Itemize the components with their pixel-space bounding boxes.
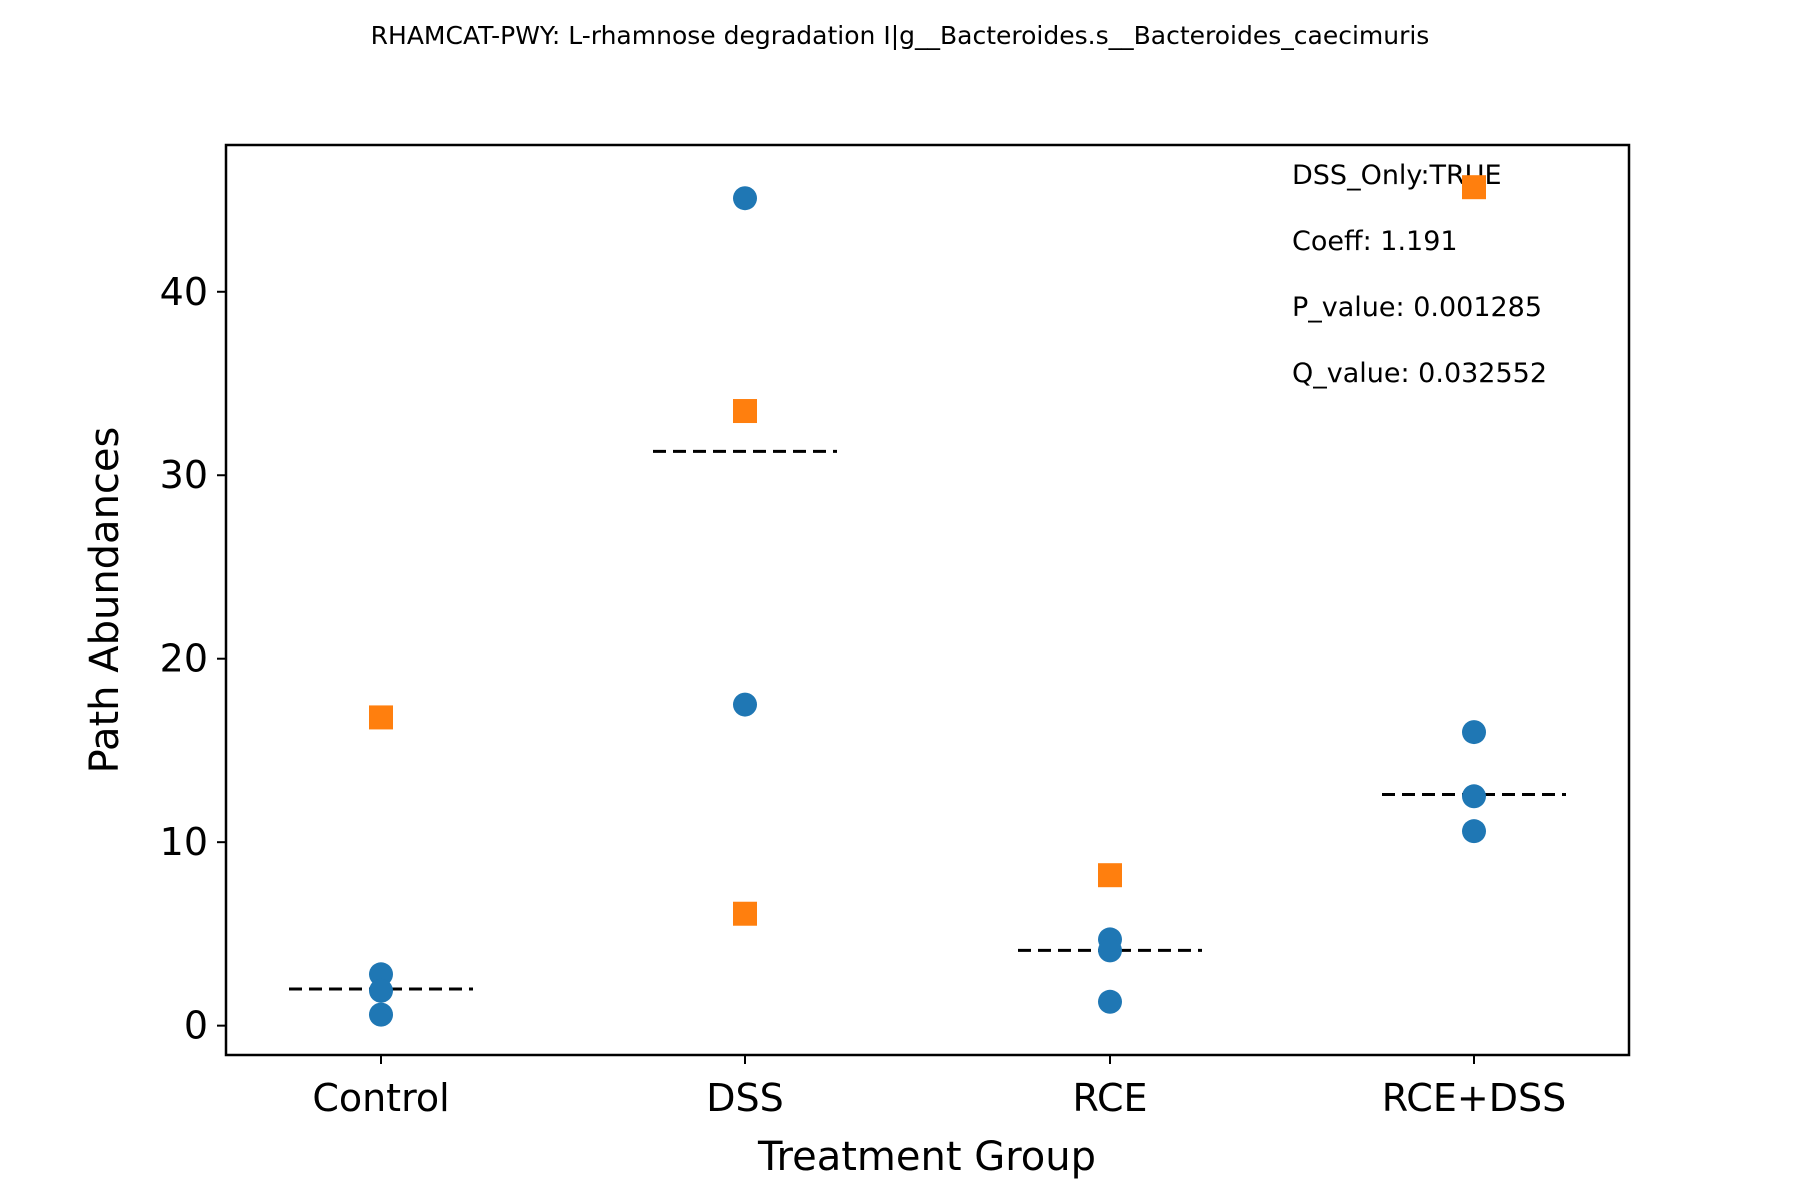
data-point-square [1098,863,1122,888]
data-point-circle [1462,720,1486,745]
stat-annotation: Q_value: 0.032552 [1292,358,1547,389]
data-point-square [369,705,393,730]
data-point-circle [733,692,757,717]
data-point-square [733,399,757,424]
group-mean-lines [289,449,1566,991]
data-point-square [1462,175,1486,200]
y-tick-label: 0 [184,1004,208,1048]
data-point-circle [369,978,393,1003]
data-point-circle [1098,938,1122,963]
x-tick-label: DSS [706,1076,784,1120]
stat-annotation: Coeff: 1.191 [1292,226,1458,257]
data-point-circle [369,1002,393,1027]
data-point-circle [369,962,393,987]
y-tick-label: 30 [160,453,208,497]
data-point-circle [1098,989,1122,1014]
x-axis-label: Treatment Group [757,1134,1096,1180]
data-points [369,175,1486,1027]
data-point-square [733,901,757,926]
x-tick-label: Control [312,1076,449,1120]
data-point-circle [1462,819,1486,844]
data-point-circle [733,186,757,211]
y-tick-label: 20 [160,637,208,681]
stat-annotation: P_value: 0.001285 [1292,292,1542,323]
y-tick-label: 40 [160,270,208,314]
x-tick-label: RCE [1072,1076,1147,1120]
y-tick-label: 10 [160,820,208,864]
plot-frame [224,143,1631,1057]
y-axis-ticks: 0 10 20 30 40 [160,270,226,1048]
data-point-circle [1462,784,1486,809]
y-axis-label: Path Abundances [82,427,128,774]
chart-title: RHAMCAT-PWY: L-rhamnose degradation I|g_… [371,21,1430,50]
x-axis-ticks: Control DSS RCE RCE+DSS [312,1055,1566,1120]
x-tick-label: RCE+DSS [1382,1076,1566,1120]
